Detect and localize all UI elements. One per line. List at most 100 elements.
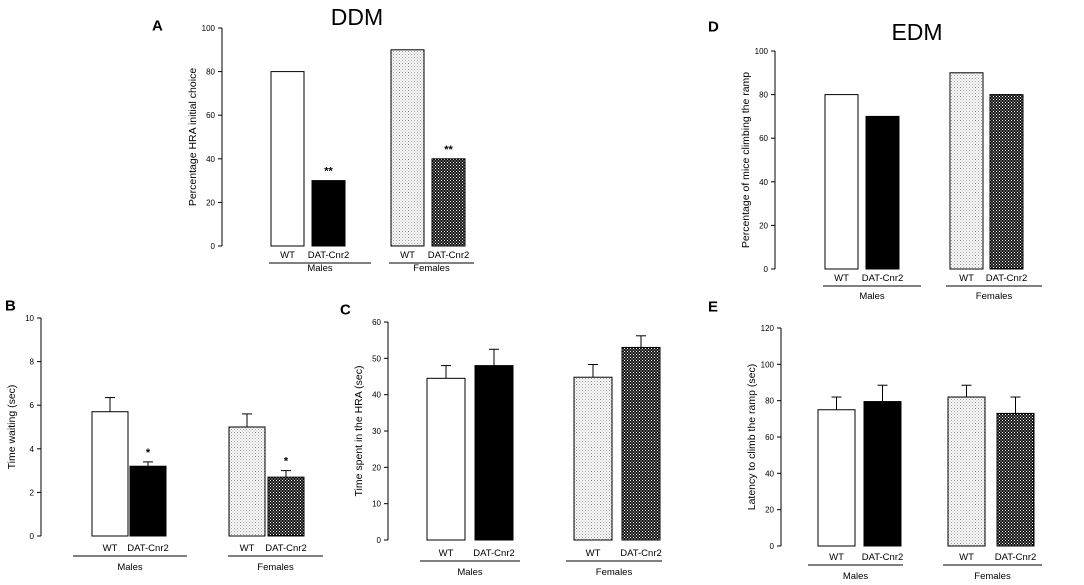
y-tick-label: 20 [759, 221, 768, 230]
y-tick-label: 30 [372, 427, 381, 436]
category-label: DAT-Cnr2 [473, 548, 515, 559]
y-tick-label: 60 [206, 111, 215, 120]
category-label: DAT-Cnr2 [862, 273, 904, 284]
y-tick-label: 60 [765, 433, 774, 442]
bar-males-dat-cnr2 [474, 365, 514, 541]
bar-males-wt [824, 94, 859, 270]
category-label: DAT-Cnr2 [986, 273, 1028, 284]
y-tick-label: 0 [764, 265, 769, 274]
category-label: WT [439, 548, 454, 559]
chart-title: DDM [331, 4, 383, 30]
group-label: Males [843, 571, 869, 582]
bar-females-dat-cnr2 [267, 476, 305, 537]
y-axis-label: Percentage HRA initial choice [187, 68, 199, 206]
bar-females-wt [390, 49, 425, 247]
category-label: DAT-Cnr2 [862, 552, 904, 563]
group-label: Males [307, 263, 333, 274]
category-label: DAT-Cnr2 [308, 250, 350, 261]
y-tick-label: 50 [372, 354, 381, 363]
y-tick-label: 0 [211, 242, 216, 251]
significance-marker: * [146, 447, 151, 459]
group-label: Females [596, 567, 633, 578]
y-tick-label: 100 [761, 360, 775, 369]
group-label: Females [974, 571, 1011, 582]
panel-letter: A [152, 17, 163, 34]
group-label: Males [117, 562, 143, 573]
y-tick-label: 2 [30, 488, 35, 497]
bar-females-wt [947, 396, 986, 547]
group-label: Males [457, 567, 483, 578]
y-tick-label: 40 [759, 178, 768, 187]
bar-males-wt [426, 377, 466, 541]
chart-title: EDM [891, 19, 942, 45]
bar-females-dat-cnr2 [989, 94, 1024, 270]
bar-males-dat-cnr2 [865, 115, 900, 270]
bar-males-dat-cnr2 [863, 401, 902, 547]
panel-letter: B [5, 297, 16, 314]
category-label: DAT-Cnr2 [265, 543, 307, 554]
bar-males-dat-cnr2 [311, 180, 346, 247]
y-tick-label: 40 [372, 391, 381, 400]
y-tick-label: 40 [206, 155, 215, 164]
group-label: Females [413, 263, 450, 274]
y-tick-label: 60 [372, 318, 381, 327]
category-label: DAT-Cnr2 [620, 548, 662, 559]
y-tick-label: 100 [202, 24, 216, 33]
bar-males-wt [91, 411, 129, 537]
y-tick-label: 80 [765, 397, 774, 406]
category-label: DAT-Cnr2 [428, 250, 470, 261]
group-label: Females [257, 562, 294, 573]
panel-D: D EDM 0 20 40 60 80 100 Percentage of mice climb… [708, 18, 1042, 302]
category-label: WT [103, 543, 118, 554]
y-tick-label: 0 [30, 532, 35, 541]
category-label: WT [829, 552, 844, 563]
group-label: Females [976, 291, 1013, 302]
y-tick-label: 20 [765, 506, 774, 515]
bar-females-wt [228, 426, 266, 537]
y-tick-label: 20 [372, 463, 381, 472]
bar-females-dat-cnr2 [621, 346, 661, 541]
category-label: DAT-Cnr2 [127, 543, 169, 554]
y-tick-label: 0 [377, 536, 382, 545]
y-tick-label: 60 [759, 134, 768, 143]
category-label: DAT-Cnr2 [995, 552, 1037, 563]
bar-females-wt [949, 72, 984, 270]
bar-males-wt [817, 409, 856, 547]
category-label: WT [959, 552, 974, 563]
y-tick-label: 20 [206, 198, 215, 207]
panel-letter: D [708, 18, 719, 35]
y-tick-label: 4 [30, 445, 35, 454]
y-tick-label: 10 [372, 500, 381, 509]
bar-females-dat-cnr2 [996, 412, 1035, 547]
significance-marker: * [284, 456, 289, 468]
y-tick-label: 100 [755, 47, 769, 56]
panel-E: E 0 20 40 60 80 100 120 Latency to climb the ram… [708, 298, 1042, 582]
group-label: Males [859, 291, 885, 302]
y-tick-label: 40 [765, 469, 774, 478]
category-label: WT [240, 543, 255, 554]
significance-marker: ** [444, 144, 453, 156]
bar-females-dat-cnr2 [431, 158, 466, 247]
significance-marker: ** [324, 166, 333, 178]
y-tick-label: 80 [206, 68, 215, 77]
bar-males-wt [270, 71, 305, 247]
y-tick-label: 80 [759, 91, 768, 100]
panel-letter: C [340, 301, 351, 318]
y-axis-label: Time spent in the HRA (sec) [353, 366, 365, 497]
y-tick-label: 120 [761, 324, 775, 333]
category-label: WT [400, 250, 415, 261]
y-axis-label: Percentage of mice climbing the ramp [740, 72, 752, 248]
bar-females-wt [573, 376, 613, 541]
panel-letter: E [708, 298, 718, 315]
y-tick-label: 10 [25, 314, 34, 323]
y-axis-label: Time waiting (sec) [6, 385, 18, 470]
panel-B: B 0 2 4 6 8 10 Time waiting (sec) WT * DAT-Cnr2 WT *… [5, 297, 323, 573]
panel-C: C 0 10 20 30 40 50 60 Time spent in the HRA (sec… [340, 301, 662, 578]
category-label: WT [959, 273, 974, 284]
category-label: WT [586, 548, 601, 559]
category-label: WT [834, 273, 849, 284]
category-label: WT [280, 250, 295, 261]
panel-A: A DDM 0 20 40 60 80 100 Percentage HRA initial c… [152, 4, 474, 274]
y-axis-label: Latency to climb the ramp (sec) [746, 364, 758, 510]
